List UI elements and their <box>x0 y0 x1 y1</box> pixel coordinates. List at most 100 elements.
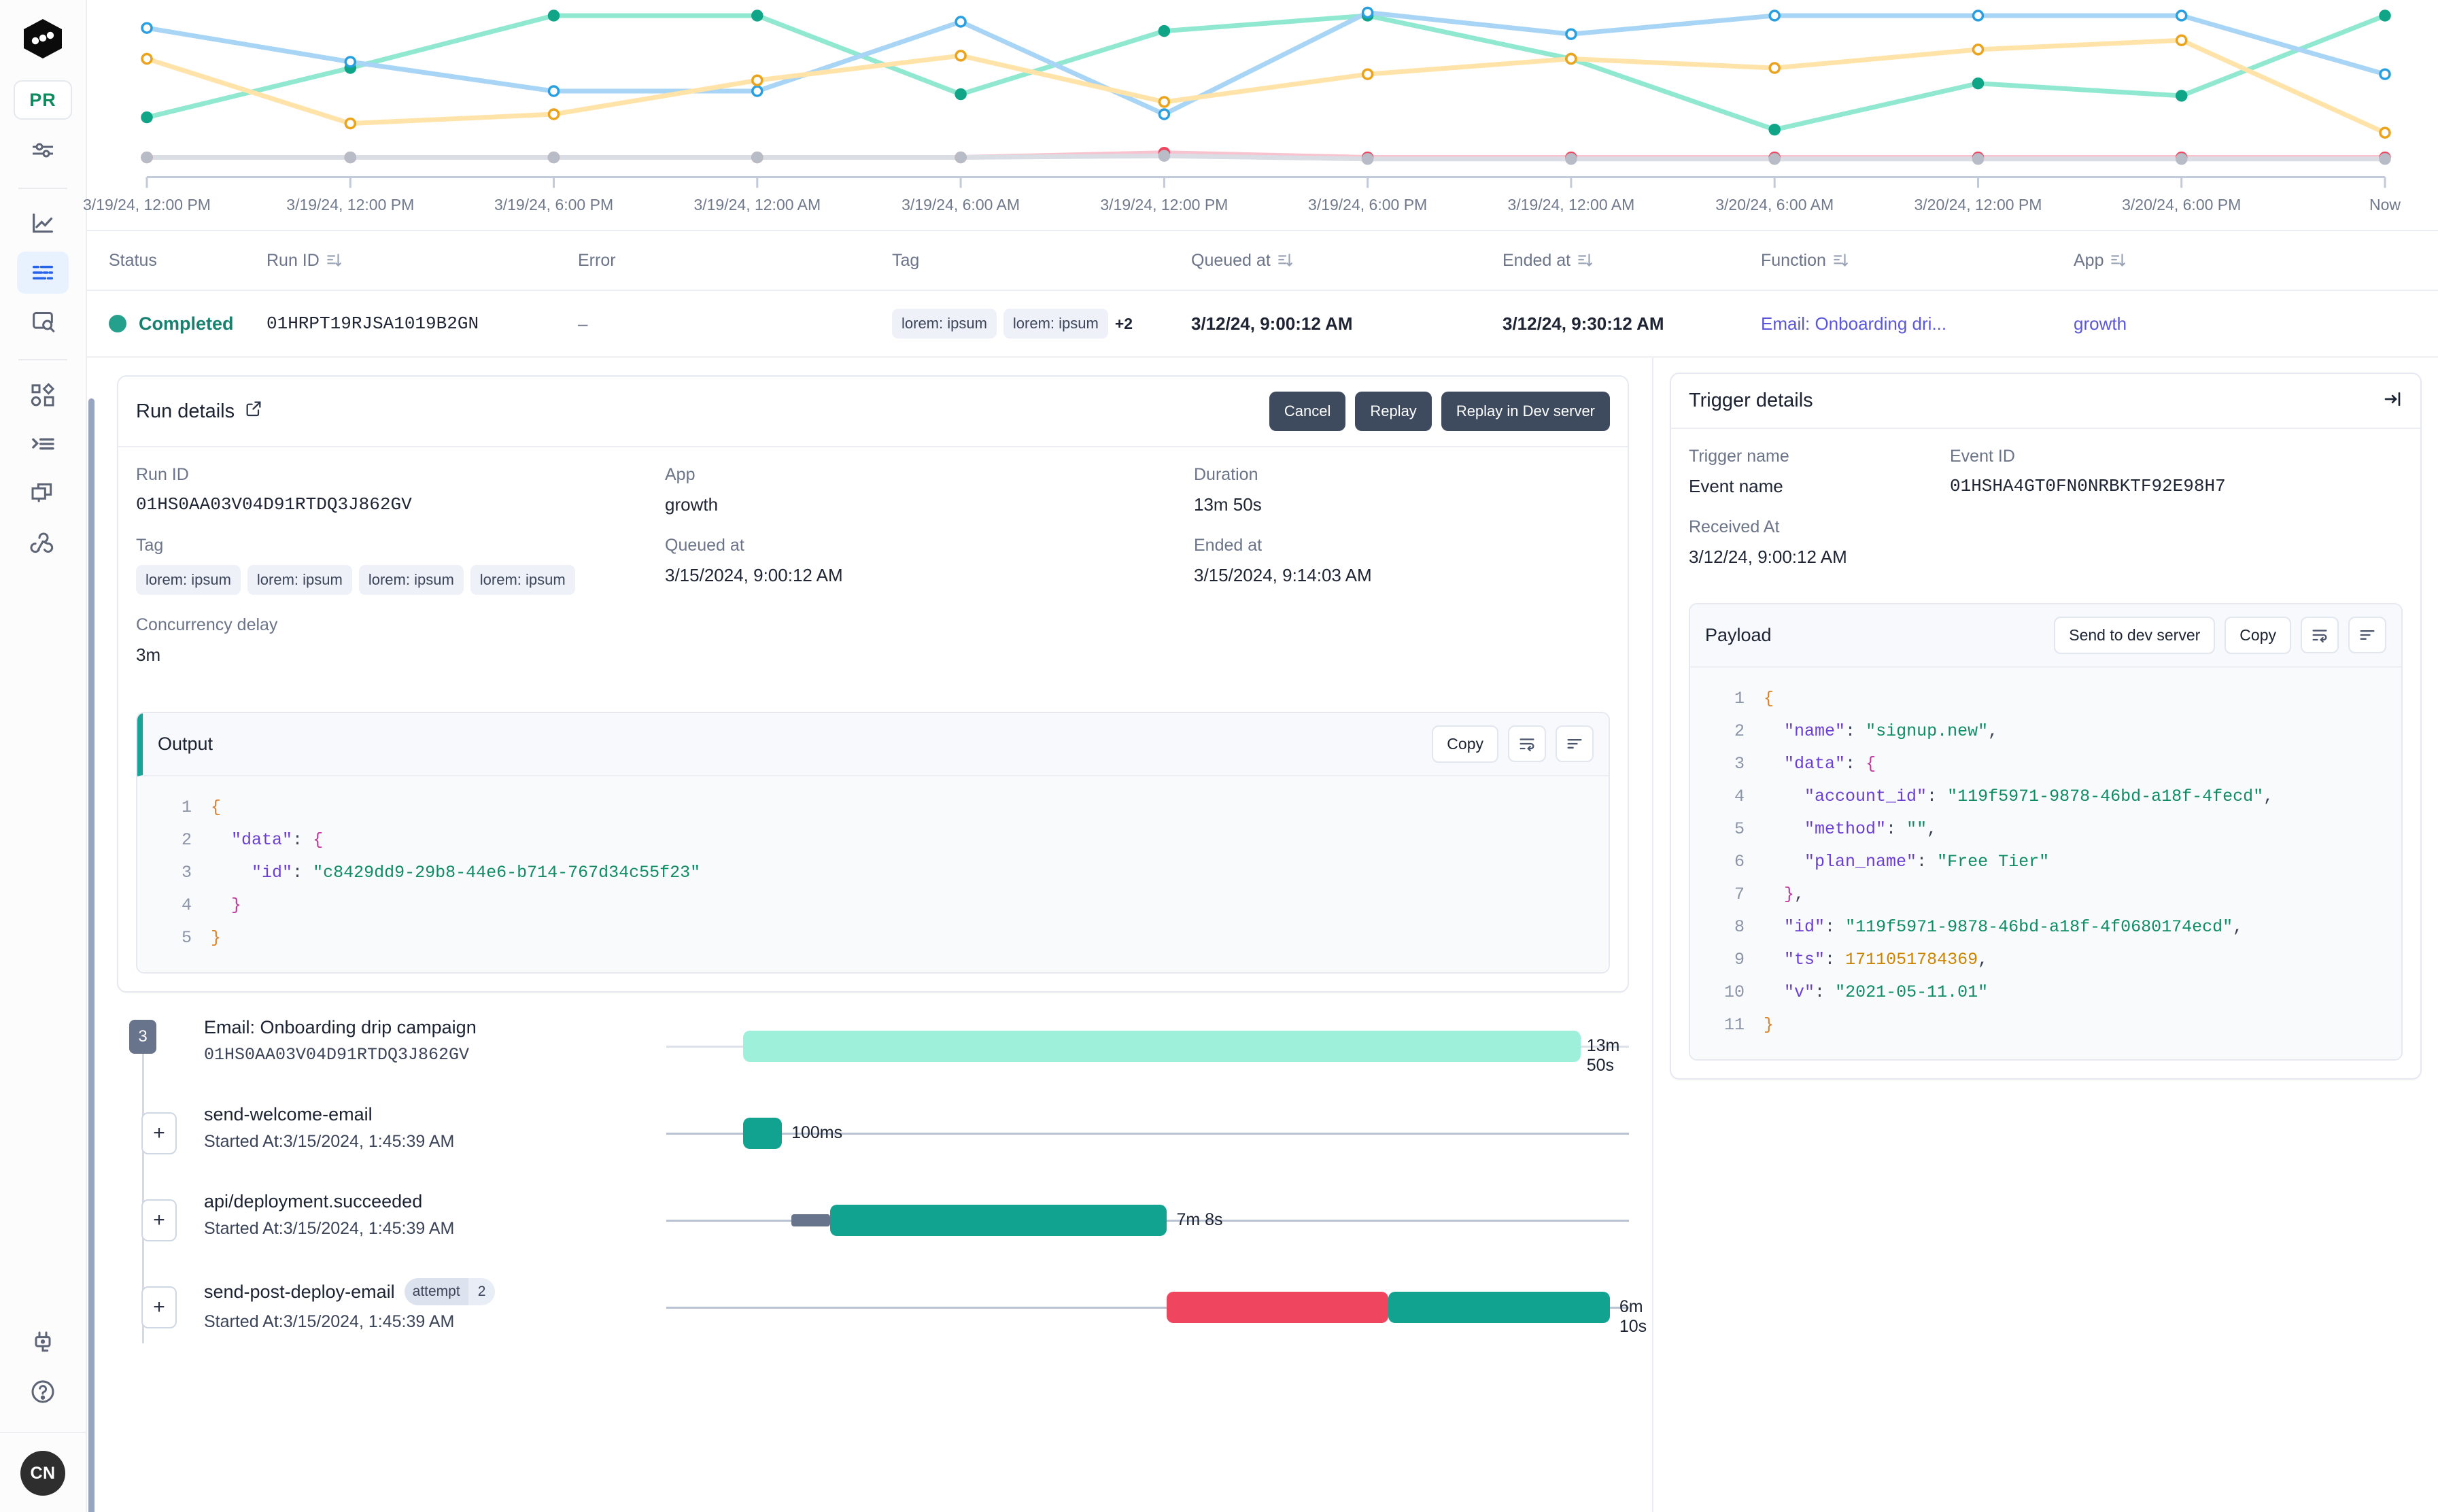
tag-chip: lorem: ipsum <box>892 309 997 339</box>
copy-button[interactable]: Copy <box>2225 617 2291 654</box>
field-spacer-a <box>665 615 1194 686</box>
tag-chip-group: lorem: ipsum lorem: ipsum +2 <box>892 309 1191 339</box>
code-line: 5 "method": "", <box>1705 813 2386 846</box>
format-lines-icon[interactable] <box>2348 617 2386 653</box>
col-header-tag: Tag <box>892 251 1191 271</box>
sort-icon[interactable] <box>1276 252 1294 269</box>
chart-x-tick-label: Now <box>2369 196 2401 213</box>
cell-app-link[interactable]: growth <box>2074 313 2127 334</box>
step-started-at: Started At:3/15/2024, 1:45:39 AM <box>204 1132 455 1151</box>
duration-bar[interactable] <box>743 1031 1581 1062</box>
step-name: api/deployment.succeeded <box>204 1191 423 1212</box>
tag-chip: lorem: ipsum <box>470 565 575 595</box>
run-details-header: Run details Cancel Replay Repl <box>118 377 1628 447</box>
timeline-step-row[interactable]: + api/deployment.succeeded Started At:3/… <box>129 1190 1629 1252</box>
line-number: 4 <box>1734 787 1745 806</box>
sidebar-item-help[interactable] <box>17 1371 69 1413</box>
inngest-hexagon-logo[interactable] <box>21 18 65 60</box>
field-value-link[interactable]: growth <box>665 494 719 515</box>
col-header-run-id[interactable]: Run ID <box>267 251 578 271</box>
timeline-root-row[interactable]: 3 Email: Onboarding drip campaign 01HS0A… <box>129 1016 1629 1343</box>
sort-icon[interactable] <box>1576 252 1594 269</box>
env-badge[interactable]: PR <box>14 80 72 120</box>
line-content: "ts": 1711051784369, <box>1784 950 1989 969</box>
sidebar-item-apps[interactable] <box>17 472 69 514</box>
duration-bar-segment[interactable] <box>1388 1292 1610 1323</box>
chart-canvas <box>141 6 2391 188</box>
scrollbar-thumb[interactable] <box>88 398 95 1512</box>
field-label: Concurrency delay <box>136 615 278 634</box>
text-wrap-icon[interactable] <box>1508 725 1546 762</box>
line-number: 5 <box>1734 819 1745 839</box>
sidebar-item-functions[interactable] <box>17 374 69 416</box>
sidebar-item-runs[interactable] <box>17 252 69 294</box>
timeline-track: 13m 50s <box>666 1016 1629 1078</box>
sort-icon[interactable] <box>325 252 343 269</box>
format-lines-icon[interactable] <box>1556 725 1594 762</box>
trigger-fields: Trigger name Event name Event ID 01HSHA4… <box>1671 429 2420 598</box>
run-details-fields: Run ID 01HS0AA03V04D91RTDQ3J862GV App gr… <box>118 447 1628 706</box>
code-line: 7 }, <box>1705 878 2386 911</box>
replay-button[interactable]: Replay <box>1355 392 1432 431</box>
expand-step-button[interactable]: + <box>141 1286 177 1328</box>
field-spacer-b <box>1194 615 1610 686</box>
external-link-icon[interactable] <box>244 399 263 424</box>
duration-bar-segment[interactable] <box>1167 1292 1388 1323</box>
sidebar-item-settings-sliders[interactable] <box>17 129 69 171</box>
cell-tag: lorem: ipsum lorem: ipsum +2 <box>892 309 1191 339</box>
line-content: "v": "2021-05-11.01" <box>1784 982 1989 1002</box>
sort-icon[interactable] <box>2109 252 2127 269</box>
col-label: Error <box>578 250 616 270</box>
attempt-count: 2 <box>468 1278 496 1305</box>
col-header-queued-at[interactable]: Queued at <box>1191 251 1503 271</box>
timeline-track: 7m 8s <box>666 1190 1629 1252</box>
chart-x-tick-label: 3/19/24, 12:00 PM <box>1100 196 1229 213</box>
duration-label: 100ms <box>791 1123 843 1142</box>
field-label: Received At <box>1689 517 1780 536</box>
duration-bar-segment[interactable] <box>743 1118 782 1149</box>
sidebar-item-metrics[interactable] <box>17 203 69 245</box>
scrollbar-track[interactable] <box>87 358 95 1512</box>
sort-icon[interactable] <box>1832 252 1849 269</box>
col-header-app[interactable]: App <box>2074 251 2237 271</box>
table-row[interactable]: Completed 01HRPT19RJSA1019B2GN – lorem: … <box>87 291 2438 358</box>
col-header-function[interactable]: Function <box>1761 251 2074 271</box>
field-ended-at: Ended at 3/15/2024, 9:14:03 AM <box>1194 536 1610 615</box>
cell-function-link[interactable]: Email: Onboarding dri... <box>1761 313 1947 334</box>
field-value: 3m <box>136 645 161 665</box>
copy-button[interactable]: Copy <box>1432 725 1498 763</box>
code-line: 4 } <box>152 889 1594 922</box>
track-baseline <box>666 1133 1629 1135</box>
tag-chip-group: lorem: ipsum lorem: ipsum lorem: ipsum l… <box>136 565 665 595</box>
timeline-step-row[interactable]: + send-post-deploy-email attempt 2 Started… <box>129 1277 1647 1339</box>
sidebar-item-webhooks[interactable] <box>17 521 69 563</box>
avatar[interactable]: CN <box>20 1451 65 1496</box>
line-number: 4 <box>181 895 192 915</box>
line-number: 9 <box>1734 950 1745 969</box>
expand-step-button[interactable]: + <box>141 1199 177 1241</box>
chart-x-tick-label: 3/19/24, 12:00 AM <box>1507 196 1635 213</box>
replay-dev-server-button[interactable]: Replay in Dev server <box>1441 392 1610 431</box>
expand-step-button[interactable]: + <box>141 1112 177 1154</box>
text-wrap-icon[interactable] <box>2301 617 2339 653</box>
sidebar-item-events[interactable] <box>17 423 69 465</box>
field-value: Event name <box>1689 476 1783 496</box>
cell-error: – <box>578 313 588 334</box>
duration-bar-segment[interactable] <box>829 1205 1167 1236</box>
timeline-step-row[interactable]: + send-welcome-email Started At:3/15/202… <box>129 1103 1629 1165</box>
field-duration: Duration 13m 50s <box>1194 465 1610 536</box>
timeline-step-label: send-post-deploy-email attempt 2 Started A… <box>204 1277 666 1332</box>
sidebar-item-integrations[interactable] <box>17 1322 69 1364</box>
collapse-right-icon[interactable] <box>2382 389 2403 413</box>
timeline-track: 6m 10s <box>666 1277 1647 1339</box>
send-to-dev-server-button[interactable]: Send to dev server <box>2054 617 2216 654</box>
col-header-ended-at[interactable]: Ended at <box>1503 251 1761 271</box>
duration-bar-segment[interactable] <box>791 1214 830 1226</box>
sidebar-item-traces-search[interactable] <box>17 300 69 343</box>
line-number: 5 <box>181 928 192 948</box>
code-line: 5} <box>152 922 1594 955</box>
avatar-container: CN <box>0 1432 86 1512</box>
code-line: 8 "id": "119f5971-9878-46bd-a18f-4f06801… <box>1705 911 2386 944</box>
cancel-button[interactable]: Cancel <box>1269 392 1346 431</box>
